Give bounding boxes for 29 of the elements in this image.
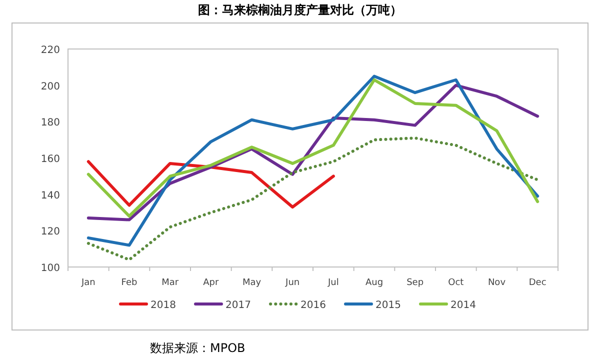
x-tick-label: Sep — [406, 278, 424, 288]
legend-label: 2014 — [450, 300, 476, 311]
x-tick-label: Apr — [203, 278, 219, 288]
x-tick-label: Aug — [365, 278, 384, 288]
y-tick-label: 200 — [40, 81, 60, 92]
y-tick-label: 160 — [40, 154, 60, 165]
y-tick-label: 120 — [40, 226, 60, 238]
x-tick-label: Nov — [488, 278, 506, 288]
chart-title: 图：马来棕榈油月度产量对比（万吨） — [198, 3, 402, 17]
line-series — [86, 74, 540, 247]
x-tick-label: Jul — [326, 278, 339, 288]
legend-label: 2015 — [376, 300, 401, 311]
y-tick-label: 100 — [40, 263, 60, 274]
line-series — [86, 136, 540, 262]
x-tick-label: Jun — [284, 278, 300, 288]
y-tick-label: 220 — [40, 45, 60, 56]
x-tick-label: Mar — [162, 278, 179, 288]
legend-label: 2016 — [300, 300, 326, 311]
x-tick-label: Dec — [528, 278, 546, 288]
source-note: 数据来源：MPOB — [150, 341, 246, 355]
y-tick-label: 180 — [40, 118, 60, 129]
x-tick-label: May — [242, 278, 262, 288]
y-tick-label: 140 — [40, 190, 60, 202]
legend-label: 2017 — [226, 300, 251, 311]
x-tick-label: Jan — [80, 278, 96, 288]
x-tick-label: Feb — [121, 278, 138, 288]
legend-label: 2018 — [150, 300, 176, 311]
x-tick-label: Oct — [448, 278, 464, 288]
line-series — [86, 160, 335, 209]
